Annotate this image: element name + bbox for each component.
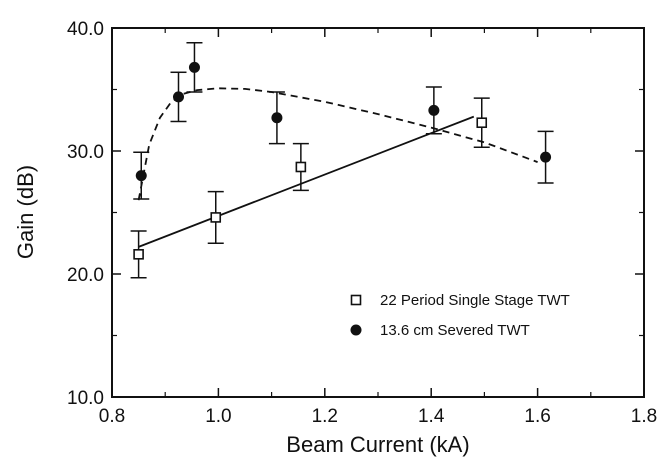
legend-circle-marker bbox=[350, 324, 362, 336]
y-tick-label: 20.0 bbox=[67, 265, 104, 286]
legend: 22 Period Single Stage TWT 13.6 cm Severe… bbox=[350, 292, 570, 339]
x-tick-label: 1.2 bbox=[312, 406, 338, 427]
solid-fit-line bbox=[138, 115, 475, 248]
severed-point bbox=[271, 112, 283, 124]
dashed-fit-curve bbox=[137, 87, 538, 201]
severed-point bbox=[540, 151, 552, 163]
severed-point bbox=[173, 91, 184, 103]
x-tick-label: 1.4 bbox=[418, 406, 445, 427]
error-bars bbox=[130, 42, 554, 279]
legend-square-marker bbox=[350, 294, 362, 306]
x-tick-label: 1.6 bbox=[524, 406, 550, 427]
data-markers bbox=[133, 61, 552, 260]
legend-label: 22 Period Single Stage TWT bbox=[380, 292, 570, 309]
single-stage-point bbox=[210, 212, 222, 223]
severed-point bbox=[188, 61, 200, 73]
x-tick-label: 1.0 bbox=[205, 406, 231, 427]
severed-point bbox=[428, 104, 440, 116]
x-axis: 0.8 1.0 1.2 1.4 1.6 1.8 bbox=[99, 28, 657, 427]
severed-point bbox=[135, 170, 147, 182]
single-stage-point bbox=[133, 249, 144, 260]
single-stage-point bbox=[476, 117, 488, 129]
y-tick-label: 40.0 bbox=[67, 19, 104, 40]
y-tick-label: 30.0 bbox=[67, 142, 104, 163]
x-tick-label: 1.8 bbox=[631, 406, 657, 427]
x-axis-title: Beam Current (kA) bbox=[286, 432, 469, 457]
y-tick-label: 10.0 bbox=[67, 388, 104, 409]
y-axis-title: Gain (dB) bbox=[13, 165, 38, 259]
legend-label: 13.6 cm Severed TWT bbox=[380, 322, 530, 339]
single-stage-point bbox=[295, 161, 307, 173]
x-tick-label: 0.8 bbox=[99, 406, 125, 427]
y-axis: 10.0 20.0 30.0 40.0 bbox=[67, 19, 644, 409]
fit-lines bbox=[137, 87, 538, 248]
plot-area bbox=[111, 27, 645, 398]
